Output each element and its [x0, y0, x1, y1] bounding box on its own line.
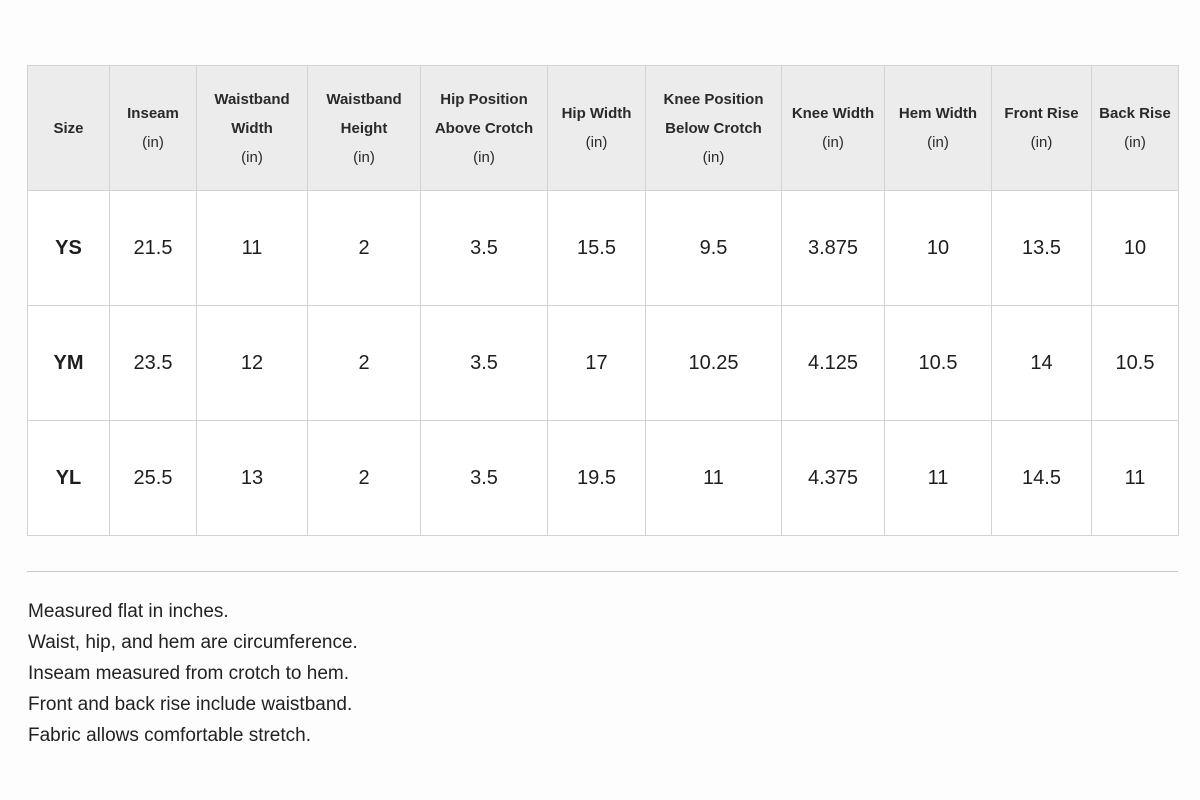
- value-cell: 3.5: [420, 190, 548, 306]
- value-cell: 9.5: [645, 190, 782, 306]
- value-cell: 17: [547, 305, 646, 421]
- header-line: Hip Position: [440, 90, 528, 108]
- header-line: Waistband: [326, 90, 402, 108]
- header-line: Inseam: [127, 105, 179, 122]
- value-cell: 3.5: [420, 305, 548, 421]
- column-header: Knee Position Below Crotch (in): [645, 65, 782, 191]
- value-cell: 21.5: [109, 190, 197, 306]
- value-cell: 10.5: [1091, 305, 1179, 421]
- header-line: (in): [353, 148, 375, 166]
- size-cell: YS: [27, 190, 110, 306]
- size-cell: YL: [27, 420, 110, 536]
- column-header: Hem Width (in): [884, 65, 992, 191]
- value-cell: 10: [1091, 190, 1179, 306]
- note-line: Inseam measured from crotch to hem.: [28, 663, 350, 684]
- value-cell: 2: [307, 190, 421, 306]
- column-header: Inseam (in): [109, 65, 197, 191]
- column-header: Back Rise (in): [1091, 65, 1179, 191]
- value-cell: 25.5: [109, 420, 197, 536]
- header-line: (in): [927, 134, 949, 151]
- value-cell: 4.375: [781, 420, 885, 536]
- value-cell: 10: [884, 190, 992, 306]
- column-header: Hip Width (in): [547, 65, 646, 191]
- column-header: Waistband Height (in): [307, 65, 421, 191]
- value-cell: 14.5: [991, 420, 1092, 536]
- header-line: Below Crotch: [665, 119, 762, 137]
- size-cell: YM: [27, 305, 110, 421]
- table-row: YM 23.5 12 2 3.5 17 10.25 4.125 10.5 14 10.5: [27, 305, 1179, 421]
- header-line: (in): [241, 148, 263, 166]
- header-row: Size Inseam (in) Waistband Width (in) Waistban…: [27, 65, 1179, 191]
- header-line: Height: [340, 119, 388, 137]
- value-cell: 11: [196, 190, 308, 306]
- value-cell: 15.5: [547, 190, 646, 306]
- header-line: Knee Width: [791, 105, 875, 122]
- header-line: Hip Width: [561, 105, 632, 122]
- header-line: Above Crotch: [434, 119, 534, 137]
- column-header: Waistband Width (in): [196, 65, 308, 191]
- header-line: (in): [473, 148, 495, 166]
- separator: [27, 571, 1178, 572]
- value-cell: 14: [991, 305, 1092, 421]
- value-cell: 12: [196, 305, 308, 421]
- value-cell: 2: [307, 305, 421, 421]
- table-row: YS 21.5 11 2 3.5 15.5 9.5 3.875 10 13.5 10: [27, 190, 1179, 306]
- value-cell: 13.5: [991, 190, 1092, 306]
- header-line: (in): [1124, 134, 1146, 151]
- value-cell: 11: [645, 420, 782, 536]
- header-line: (in): [585, 134, 608, 151]
- value-cell: 3.5: [420, 420, 548, 536]
- column-header: Size: [27, 65, 110, 191]
- header-line: Width: [231, 119, 273, 137]
- header-line: Waistband: [214, 90, 290, 108]
- header-line: Front Rise: [1004, 105, 1079, 122]
- value-cell: 3.875: [781, 190, 885, 306]
- value-cell: 2: [307, 420, 421, 536]
- value-cell: 11: [884, 420, 992, 536]
- value-cell: 4.125: [781, 305, 885, 421]
- header-line: (in): [1030, 134, 1053, 151]
- note-line: Fabric allows comfortable stretch.: [28, 725, 311, 746]
- value-cell: 11: [1091, 420, 1179, 536]
- note-line: Waist, hip, and hem are circumference.: [28, 632, 358, 653]
- notes: Measured flat in inches. Waist, hip, and …: [28, 596, 358, 751]
- column-header: Hip Position Above Crotch (in): [420, 65, 548, 191]
- column-header: Knee Width (in): [781, 65, 885, 191]
- value-cell: 10.25: [645, 305, 782, 421]
- header-line: (in): [142, 134, 164, 151]
- value-cell: 19.5: [547, 420, 646, 536]
- value-cell: 13: [196, 420, 308, 536]
- note-line: Measured flat in inches.: [28, 601, 229, 622]
- header-line: (in): [822, 134, 844, 151]
- size-table: Size Inseam (in) Waistband Width (in) Waistban…: [27, 65, 1179, 536]
- header-line: Back Rise: [1099, 105, 1171, 122]
- table-row: YL 25.5 13 2 3.5 19.5 11 4.375 11 14.5 11: [27, 420, 1179, 536]
- value-cell: 10.5: [884, 305, 992, 421]
- column-header: Front Rise (in): [991, 65, 1092, 191]
- header-line: Knee Position: [663, 90, 764, 108]
- value-cell: 23.5: [109, 305, 197, 421]
- note-line: Front and back rise include waistband.: [28, 694, 353, 715]
- header-line: Hem Width: [898, 105, 978, 122]
- header-line: (in): [702, 148, 725, 166]
- header-line: Size: [53, 119, 84, 137]
